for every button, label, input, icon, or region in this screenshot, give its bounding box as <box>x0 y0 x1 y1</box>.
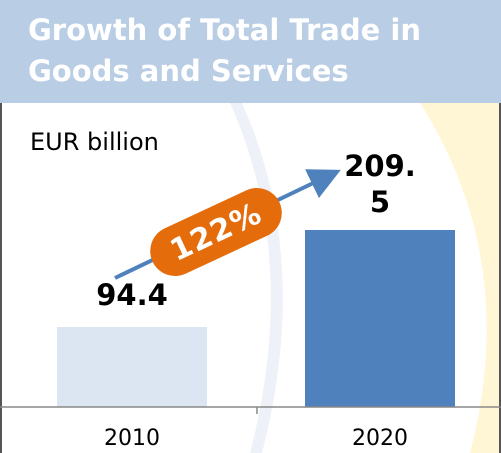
bar <box>57 327 207 407</box>
decor-arc <box>420 103 501 453</box>
title-band <box>0 0 501 103</box>
value-label: 209.5 <box>344 149 416 219</box>
chart-title: Growth of Total Trade in Goods and Servi… <box>28 13 421 88</box>
x-tick-label: 2020 <box>352 426 408 451</box>
value-label: 94.4 <box>96 278 168 313</box>
unit-label: EUR billion <box>30 128 159 156</box>
x-tick-label: 2010 <box>104 426 160 451</box>
bar <box>305 230 455 407</box>
